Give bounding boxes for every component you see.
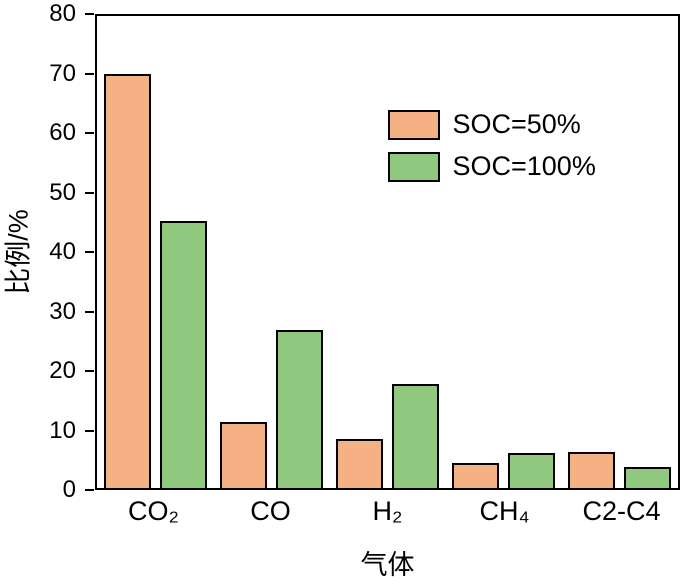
- y-tick-mark: [85, 132, 94, 134]
- x-category-label: C2-C4: [582, 496, 661, 526]
- bar-group: [562, 16, 678, 488]
- legend-row: SOC=50%: [387, 109, 596, 140]
- y-axis: 0 10 20 30 40 50 60 70 80: [0, 2, 95, 502]
- bar: [568, 452, 616, 488]
- y-tick-label: 70: [49, 59, 76, 87]
- bar: [508, 453, 556, 488]
- y-tick-mark: [85, 13, 94, 15]
- bar: [275, 329, 323, 488]
- x-axis-title: 气体: [360, 550, 415, 580]
- bar: [103, 73, 151, 488]
- y-tick-label: 10: [49, 416, 76, 444]
- legend-row: SOC=100%: [387, 151, 596, 182]
- y-tick-mark: [85, 429, 94, 432]
- bar-group: [213, 16, 329, 488]
- bar-group: [97, 16, 213, 488]
- y-tick-label: 20: [49, 357, 76, 384]
- bar: [624, 467, 672, 488]
- bar: [392, 383, 439, 488]
- legend-label: SOC=100%: [452, 151, 596, 181]
- x-axis-labels: CO₂ CO H₂ CH₄ C2-C4: [95, 496, 680, 527]
- y-tick-mark: [85, 191, 94, 194]
- legend: SOC=50% SOC=100%: [387, 109, 596, 182]
- x-category-label: H₂: [372, 496, 403, 526]
- bar-groups: [97, 16, 678, 488]
- y-tick-mark: [85, 370, 94, 372]
- y-tick-label: 0: [62, 476, 76, 503]
- bar-group: [329, 16, 445, 488]
- y-tick-mark: [85, 489, 94, 491]
- bar: [336, 439, 383, 488]
- y-tick-mark: [85, 251, 94, 253]
- y-tick-mark: [85, 310, 94, 313]
- x-category-label: CO₂: [128, 496, 179, 526]
- y-tick-label: 30: [49, 297, 76, 325]
- y-tick-label: 40: [49, 238, 76, 265]
- x-category-label: CH₄: [479, 496, 530, 526]
- legend-label: SOC=50%: [452, 109, 581, 139]
- y-tick-mark: [85, 72, 94, 75]
- bar-group: [446, 16, 562, 488]
- bar: [452, 463, 500, 488]
- y-tick-label: 80: [49, 0, 76, 27]
- x-category-label: CO: [250, 496, 291, 526]
- legend-swatch: [387, 151, 440, 182]
- y-tick-label: 50: [49, 178, 76, 206]
- bar: [219, 421, 267, 488]
- legend-swatch: [387, 109, 440, 140]
- bar: [159, 220, 207, 488]
- plot-area: SOC=50% SOC=100%: [95, 14, 680, 490]
- y-tick-label: 60: [49, 119, 76, 146]
